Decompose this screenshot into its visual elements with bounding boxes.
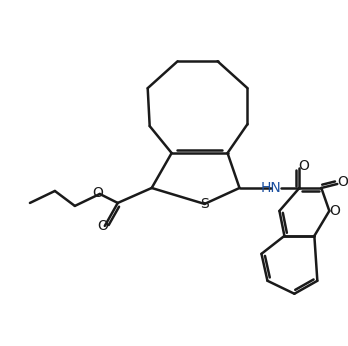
Text: O: O [97,219,108,233]
Text: O: O [329,204,340,218]
Text: HN: HN [261,181,282,195]
Text: O: O [337,175,348,189]
Text: O: O [298,159,309,173]
Text: S: S [200,197,209,211]
Text: O: O [92,186,103,200]
